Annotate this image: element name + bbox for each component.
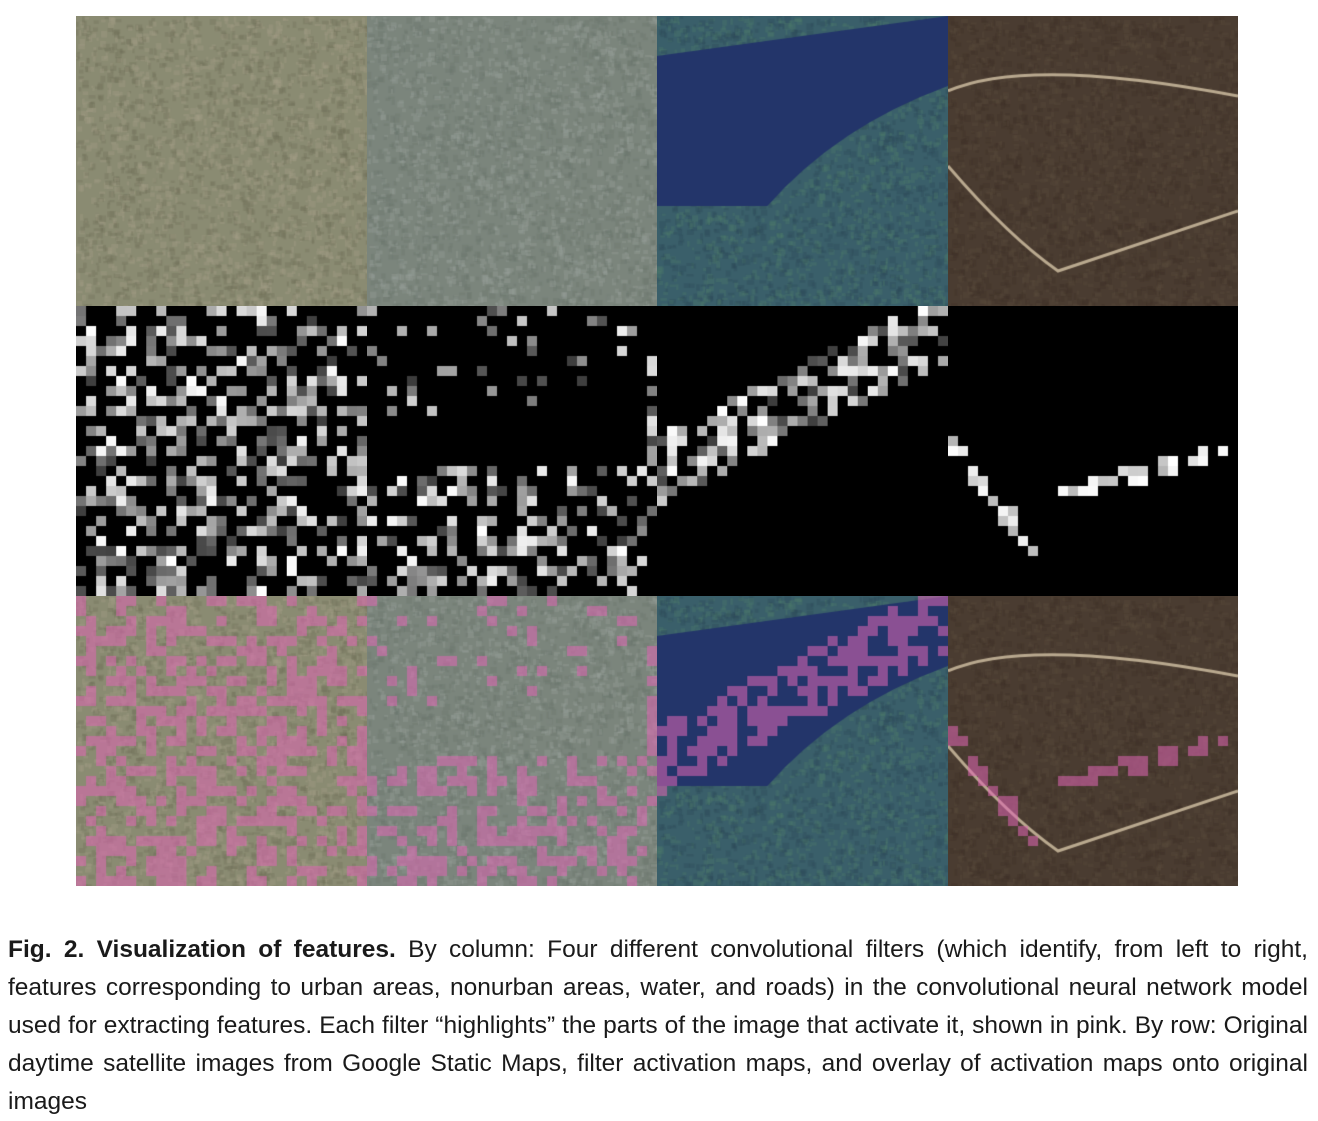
tile-nonurban-activation	[366, 306, 657, 596]
tile-urban-original	[76, 16, 367, 306]
tile-nonurban-overlay	[366, 596, 657, 886]
tile-roads-original	[947, 16, 1238, 306]
figure-grid	[76, 16, 1238, 886]
figure-caption: Fig. 2. Visualization of features. By co…	[8, 931, 1308, 1121]
tile-urban-overlay	[76, 596, 367, 886]
tile-water-activation	[657, 306, 948, 596]
tile-roads-overlay	[947, 596, 1238, 886]
caption-text: By column: Four different convolutional …	[8, 935, 1308, 1115]
tile-urban-activation	[76, 306, 367, 596]
tile-water-overlay	[657, 596, 948, 886]
tile-nonurban-original	[366, 16, 657, 306]
tile-roads-activation	[947, 306, 1238, 596]
tile-water-original	[657, 16, 948, 306]
caption-label: Fig. 2. Visualization of features.	[8, 935, 396, 963]
